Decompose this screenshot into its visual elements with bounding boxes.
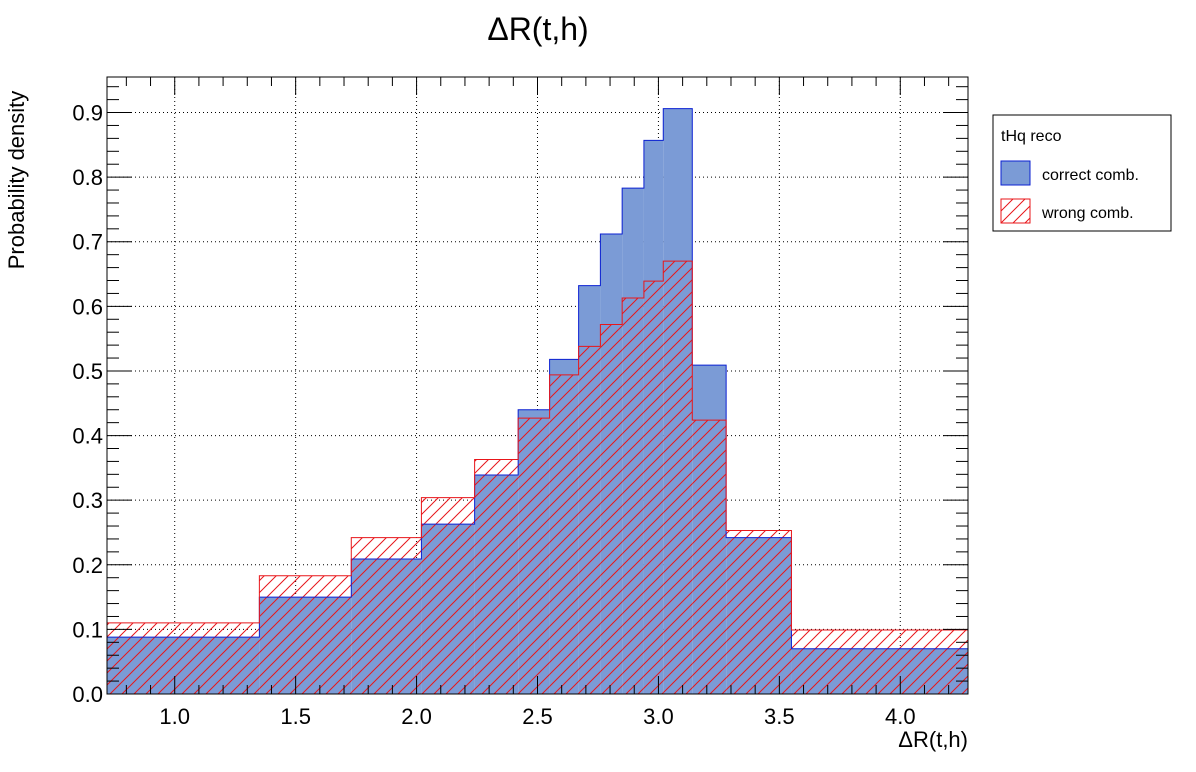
x-tick-label: 2.5	[522, 704, 553, 729]
x-tick-label: 3.0	[643, 704, 674, 729]
legend-title: tHq reco	[1001, 128, 1062, 145]
x-tick-label: 1.5	[280, 704, 311, 729]
series-outline-wrong-comb	[107, 260, 968, 694]
bar-wrong-comb	[726, 530, 792, 694]
bar-wrong-comb	[622, 297, 644, 694]
y-tick-label: 0.7	[72, 230, 103, 255]
y-tick-label: 0.9	[72, 101, 103, 126]
bar-wrong-comb	[600, 324, 623, 694]
bar-wrong-comb	[549, 374, 579, 694]
y-tick-label: 0.5	[72, 359, 103, 384]
histogram-bars	[107, 108, 968, 694]
axis-tick-labels: 1.0 1.5 2.0 2.5 3.0 3.5 4.0 0.0 0.1 0.2 0.3 0.4 0.5 0…	[72, 101, 915, 729]
bar-wrong-comb	[107, 622, 260, 694]
y-tick-label: 0.6	[72, 294, 103, 319]
axis-ticks	[107, 77, 968, 695]
series-outline-correct-comb	[107, 108, 968, 694]
x-tick-label: 1.0	[159, 704, 190, 729]
legend-label-correct: correct comb.	[1042, 167, 1139, 184]
bar-wrong-comb	[791, 630, 968, 694]
bar-wrong-comb	[578, 346, 601, 694]
plot-frame	[106, 76, 969, 695]
y-tick-label: 0.3	[72, 488, 103, 513]
bar-wrong-comb	[663, 261, 693, 694]
y-tick-label: 0.1	[72, 617, 103, 642]
y-tick-label: 0.8	[72, 165, 103, 190]
x-tick-label: 4.0	[885, 704, 916, 729]
bar-wrong-comb	[474, 459, 519, 694]
bar-wrong-comb	[259, 575, 352, 694]
legend-swatch-correct	[1000, 160, 1031, 186]
y-tick-label: 0.0	[72, 682, 103, 707]
x-tick-label: 3.5	[764, 704, 795, 729]
y-tick-label: 0.4	[72, 424, 103, 449]
legend-swatch-wrong	[1000, 198, 1031, 224]
bar-wrong-comb	[643, 281, 664, 694]
bar-wrong-comb	[351, 537, 422, 694]
y-axis-label: Probability density	[4, 91, 29, 270]
x-tick-label: 2.0	[401, 704, 432, 729]
chart-title: ΔR(t,h)	[487, 11, 588, 47]
legend: tHq reco correct comb. wrong comb.	[992, 114, 1172, 232]
bar-wrong-comb	[692, 420, 727, 694]
bar-wrong-comb	[518, 418, 550, 694]
bar-wrong-comb	[421, 497, 475, 694]
x-axis-label: ΔR(t,h)	[898, 727, 968, 752]
y-tick-label: 0.2	[72, 553, 103, 578]
legend-label-wrong: wrong comb.	[1041, 205, 1134, 222]
